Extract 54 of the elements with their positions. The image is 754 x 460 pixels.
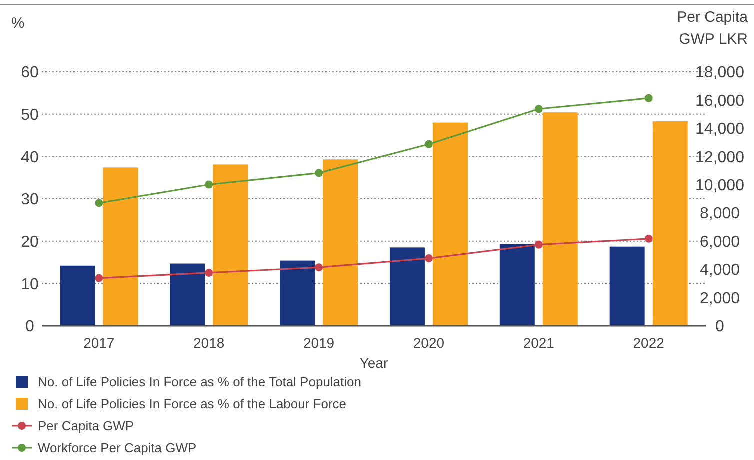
y2-tick-label: 12,000 (696, 149, 745, 166)
x-tick-label: 2017 (84, 335, 115, 351)
x-tick-label: 2018 (194, 335, 225, 351)
point (534, 105, 543, 114)
y2-axis-title: Per Capita GWP LKR (677, 9, 749, 48)
y-tick-label: 50 (21, 106, 39, 124)
bar (432, 122, 468, 326)
x-tick-label: 2022 (633, 335, 665, 351)
bar (652, 122, 688, 326)
y-tick-label: 0 (26, 318, 35, 336)
legend-label: No. of Life Policies In Force as % of the Labour Force (38, 396, 347, 412)
y2-tick-label: 18,000 (696, 64, 745, 82)
point (315, 169, 324, 178)
legend-label: Per Capita GWP (38, 418, 134, 434)
point (534, 240, 543, 249)
y2-tick-label: 2,000 (700, 290, 740, 308)
x-axis-title: Year (360, 355, 388, 371)
legend-label: No. of Life Policies In Force as % of the Total Population (38, 374, 362, 390)
bar (542, 112, 578, 326)
x-tick-label: 2019 (303, 335, 335, 351)
point (644, 234, 653, 243)
y-tick-label: 40 (21, 149, 39, 166)
bar (103, 168, 138, 326)
legend-label: Workforce Per Capita GWP (38, 440, 197, 456)
bar (390, 248, 425, 326)
x-tick-label: 2020 (413, 335, 445, 351)
y-axis-title: % (11, 15, 25, 32)
point (205, 268, 214, 277)
bar (60, 266, 96, 326)
bar (500, 244, 535, 326)
y2-tick-label: 4,000 (700, 262, 740, 280)
bar (323, 160, 358, 326)
point (205, 180, 214, 189)
y-tick-label: 20 (21, 234, 39, 251)
y-tick-label: 10 (21, 276, 39, 294)
y-tick-label: 30 (21, 192, 39, 209)
y2-tick-label: 16,000 (696, 92, 745, 110)
point (424, 140, 433, 148)
point (644, 94, 653, 102)
bar (280, 260, 316, 326)
y2-tick-label: 8,000 (700, 206, 740, 223)
point (424, 254, 433, 263)
point (315, 264, 324, 272)
point (95, 274, 104, 282)
bar (213, 164, 248, 326)
bar (170, 264, 206, 326)
y2-tick-label: 6,000 (700, 234, 740, 251)
x-tick-label: 2021 (523, 335, 555, 351)
y2-tick-label: 14,000 (696, 121, 745, 138)
y2-tick-label: 0 (716, 318, 725, 336)
bar (610, 246, 645, 326)
y2-tick-label: 10,000 (696, 177, 745, 194)
y-tick-label: 60 (21, 64, 39, 82)
point (95, 199, 104, 208)
